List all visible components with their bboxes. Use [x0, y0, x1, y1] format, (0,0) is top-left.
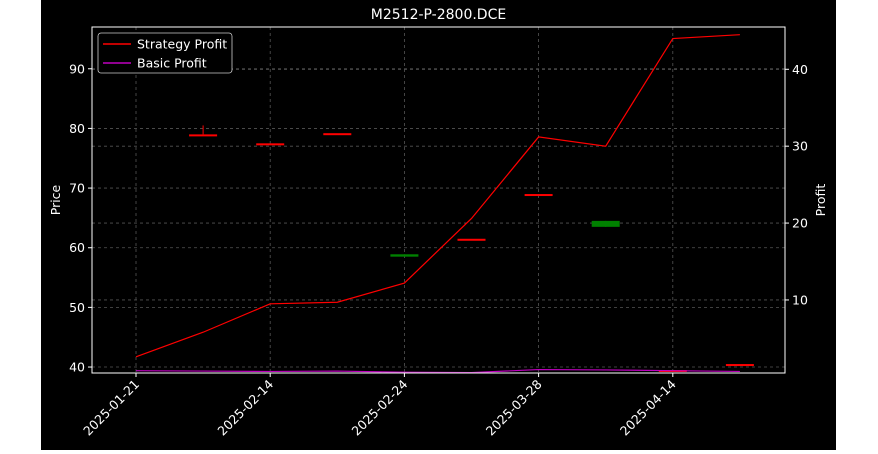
y-axis-label-right: Profit: [813, 184, 828, 217]
left-tick-label: 80: [69, 121, 85, 136]
x-tick-label: 2025-02-14: [214, 376, 276, 438]
right-tick-label: 20: [792, 216, 808, 231]
chart-title: M2512-P-2800.DCE: [371, 7, 506, 23]
candle-body: [458, 239, 486, 241]
candle-body: [726, 364, 754, 366]
legend-label: Strategy Profit: [137, 37, 227, 52]
x-tick-label: 2025-03-28: [483, 376, 545, 438]
chart-svg: 40 50 60 70 80 90 10 20 30 40 2025-01-21 2025-02-14…: [41, 0, 836, 450]
candle-body: [525, 194, 553, 196]
left-tick-label: 50: [69, 300, 85, 315]
right-tick-label: 30: [792, 139, 808, 154]
left-tick-label: 70: [69, 181, 85, 196]
x-tick-label: 2025-02-24: [349, 376, 411, 438]
y-axis-label-left: Price: [48, 184, 63, 215]
right-tick-label: 10: [792, 292, 808, 307]
x-tick-label: 2025-04-14: [617, 376, 679, 438]
left-tick-label: 40: [69, 360, 85, 375]
right-tick-label: 40: [792, 62, 808, 77]
chart-figure: 40 50 60 70 80 90 10 20 30 40 2025-01-21 2025-02-14…: [41, 0, 836, 450]
candle-body: [390, 254, 418, 256]
candle-body: [592, 221, 620, 227]
legend-label: Basic Profit: [137, 56, 207, 71]
candle-body: [323, 133, 351, 135]
candle-body: [256, 143, 284, 145]
left-tick-label: 60: [69, 240, 85, 255]
plot-area: [92, 27, 785, 373]
left-tick-label: 90: [69, 61, 85, 76]
candle-body: [189, 134, 217, 136]
x-tick-label: 2025-01-21: [80, 377, 142, 439]
